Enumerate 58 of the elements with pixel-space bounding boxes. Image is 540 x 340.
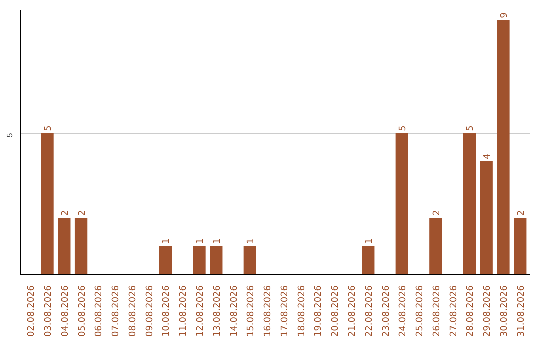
x-tick-label: 29.08.2026 (483, 285, 494, 338)
x-tick-label: 11.08.2026 (179, 285, 190, 338)
x-tick-label: 24.08.2026 (398, 285, 409, 338)
data-label: 5 (44, 126, 54, 132)
bar (480, 162, 493, 274)
x-tick-label: 18.08.2026 (297, 285, 308, 338)
data-label: 2 (78, 210, 88, 216)
bar (74, 218, 88, 274)
bar (497, 20, 510, 274)
x-tick-label: 07.08.2026 (112, 285, 122, 338)
bar (58, 218, 71, 274)
x-tick-label: 14.08.2026 (230, 285, 240, 338)
x-tick-label: 05.08.2026 (78, 285, 88, 338)
x-tick-label: 12.08.2026 (196, 285, 206, 338)
bar (514, 218, 527, 274)
x-tick-label: 10.08.2026 (162, 285, 172, 338)
x-tick-label: 30.08.2026 (500, 285, 510, 338)
x-tick-label: 21.08.2026 (348, 285, 358, 338)
data-label: 2 (432, 210, 442, 216)
data-label: 1 (162, 238, 172, 244)
data-label: 2 (60, 210, 71, 216)
x-tick-label: 03.08.2026 (44, 285, 54, 338)
bar (244, 246, 256, 274)
x-tick-label: 13.08.2026 (212, 285, 223, 338)
data-label: 9 (500, 12, 510, 18)
bar (159, 246, 172, 274)
data-label: 1 (364, 238, 375, 244)
x-tick-label: 23.08.2026 (382, 285, 392, 338)
data-label: 4 (483, 154, 494, 160)
x-tick-label: 15.08.2026 (246, 285, 257, 338)
x-tick-label: 08.08.2026 (128, 285, 138, 338)
x-tick-label: 16.08.2026 (264, 285, 274, 338)
x-tick-label: 19.08.2026 (314, 285, 324, 338)
data-label: 2 (516, 210, 527, 216)
bar (396, 133, 408, 274)
bar (41, 133, 54, 274)
bar (210, 246, 223, 274)
x-tick-label: 04.08.2026 (60, 285, 71, 338)
x-tick-label: 09.08.2026 (145, 285, 156, 338)
x-tick-label: 28.08.2026 (466, 285, 476, 338)
x-tick-label: 31.08.2026 (516, 285, 527, 338)
bar (362, 246, 375, 274)
data-label: 5 (466, 126, 476, 132)
data-label: 1 (196, 238, 206, 244)
data-label: 1 (212, 238, 223, 244)
data-label: 5 (398, 126, 409, 132)
x-tick-label: 25.08.2026 (416, 285, 426, 338)
bar (430, 218, 442, 274)
data-label: 1 (246, 238, 257, 244)
x-tick-label: 27.08.2026 (449, 285, 460, 338)
x-tick-label: 02.08.2026 (27, 285, 38, 338)
x-tick-label: 20.08.2026 (331, 285, 342, 338)
bar (193, 246, 206, 274)
x-tick-label: 06.08.2026 (94, 285, 105, 338)
bar (463, 133, 476, 274)
x-tick-label: 22.08.2026 (364, 285, 375, 338)
x-tick-label: 26.08.2026 (432, 285, 442, 338)
x-tick-label: 17.08.2026 (280, 285, 290, 338)
